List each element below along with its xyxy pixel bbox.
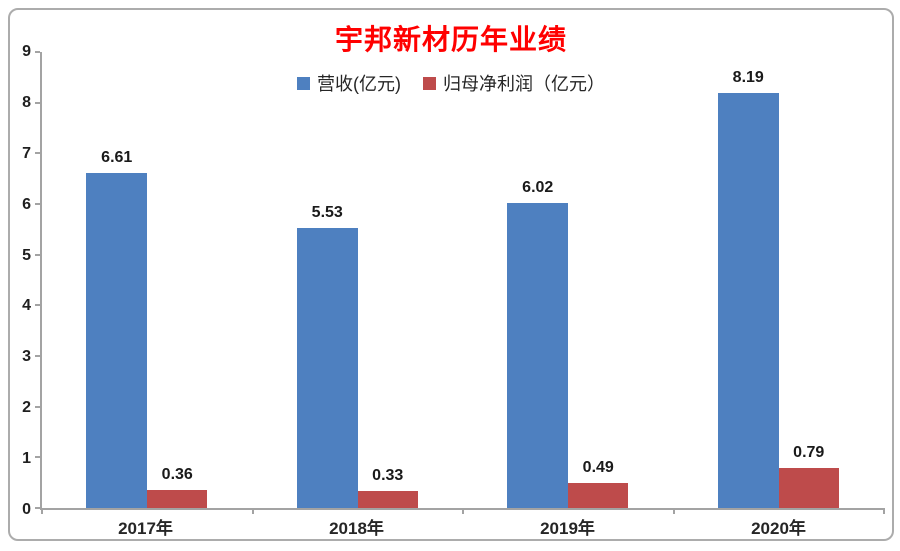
x-tick-mark: [672, 508, 675, 514]
y-tick-mark: [35, 253, 40, 256]
profit-value-label-2020年: 0.79: [793, 443, 825, 461]
chart-frame: 宇邦新材历年业绩 营收(亿元) 归母净利润（亿元） 0 1 2 3 4 5 6 7 8 9 6.6…: [8, 8, 894, 541]
bar-group-2018年: 5.53 0.33: [253, 52, 464, 508]
y-tick-label: 7: [22, 144, 31, 162]
legend-item-revenue: 营收(亿元): [297, 70, 401, 96]
y-axis-labels: 0 1 2 3 4 5 6 7 8 9: [12, 44, 34, 518]
y-tick-mark: [35, 101, 40, 104]
profit-value-label-2019年: 0.49: [582, 459, 614, 477]
x-tick-mark: [883, 508, 885, 514]
revenue-value-label-2019年: 6.02: [522, 179, 554, 196]
x-tick-mark: [251, 508, 254, 514]
bar-groups: 6.61 0.36 5.53 0.33 6.02 0.49 8.19 0.79: [42, 52, 884, 508]
revenue-bar-2017年: [86, 173, 148, 508]
profit-bar-2019年: [568, 483, 629, 508]
y-tick-mark: [35, 507, 40, 509]
revenue-value-label-2018年: 5.53: [311, 203, 343, 221]
bar-group-2020年: 8.19 0.79: [674, 52, 885, 508]
profit-swatch-icon: [423, 76, 436, 90]
category-label-2020年: 2020年: [751, 519, 806, 538]
revenue-bar-2019年: [507, 203, 569, 508]
y-tick-label: 1: [22, 450, 31, 468]
y-tick-label: 4: [22, 297, 31, 315]
y-tick-mark: [35, 152, 40, 155]
y-tick-label: 6: [22, 195, 31, 213]
y-tick-label: 8: [22, 93, 31, 111]
y-tick-label: 0: [22, 501, 31, 518]
y-tick-mark: [35, 456, 40, 459]
bar-group-2017年: 6.61 0.36: [42, 52, 253, 508]
revenue-bar-2018年: [296, 227, 358, 508]
y-tick-mark: [35, 304, 40, 307]
bar-group-2019年: 6.02 0.49: [463, 52, 674, 508]
profit-bar-2018年: [357, 491, 418, 508]
x-tick-mark: [462, 508, 464, 514]
revenue-swatch-icon: [297, 76, 310, 90]
profit-bar-2017年: [147, 489, 208, 508]
y-tick-label: 9: [22, 43, 31, 60]
y-tick-label: 3: [22, 348, 31, 366]
chart-title: 宇邦新材历年业绩: [334, 24, 567, 55]
category-label-2019年: 2019年: [540, 519, 595, 538]
revenue-value-label-2017年: 6.61: [101, 149, 133, 167]
x-tick-mark: [41, 508, 43, 514]
category-label-2017年: 2017年: [118, 519, 173, 538]
y-tick-mark: [35, 355, 40, 358]
profit-bar-2020年: [778, 467, 839, 508]
y-tick-mark: [35, 51, 40, 53]
profit-value-label-2018年: 0.33: [372, 467, 404, 485]
y-tick-label: 5: [22, 246, 31, 264]
legend-label-revenue: 营收(亿元): [317, 74, 401, 94]
revenue-value-label-2020年: 8.19: [732, 69, 764, 87]
revenue-bar-2020年: [717, 93, 779, 508]
legend-item-profit: 归母净利润（亿元）: [423, 70, 605, 96]
legend: 营收(亿元) 归母净利润（亿元）: [10, 70, 892, 96]
category-label-2018年: 2018年: [329, 519, 384, 538]
profit-value-label-2017年: 0.36: [161, 465, 193, 483]
legend-label-profit: 归母净利润（亿元）: [443, 74, 605, 94]
y-tick-mark: [35, 203, 40, 206]
plot-area: 6.61 0.36 5.53 0.33 6.02 0.49 8.19 0.79: [35, 51, 885, 514]
category-labels: 2017年 2018年 2019年 2020年: [40, 514, 884, 540]
y-tick-mark: [35, 405, 40, 408]
y-tick-label: 2: [22, 399, 31, 417]
